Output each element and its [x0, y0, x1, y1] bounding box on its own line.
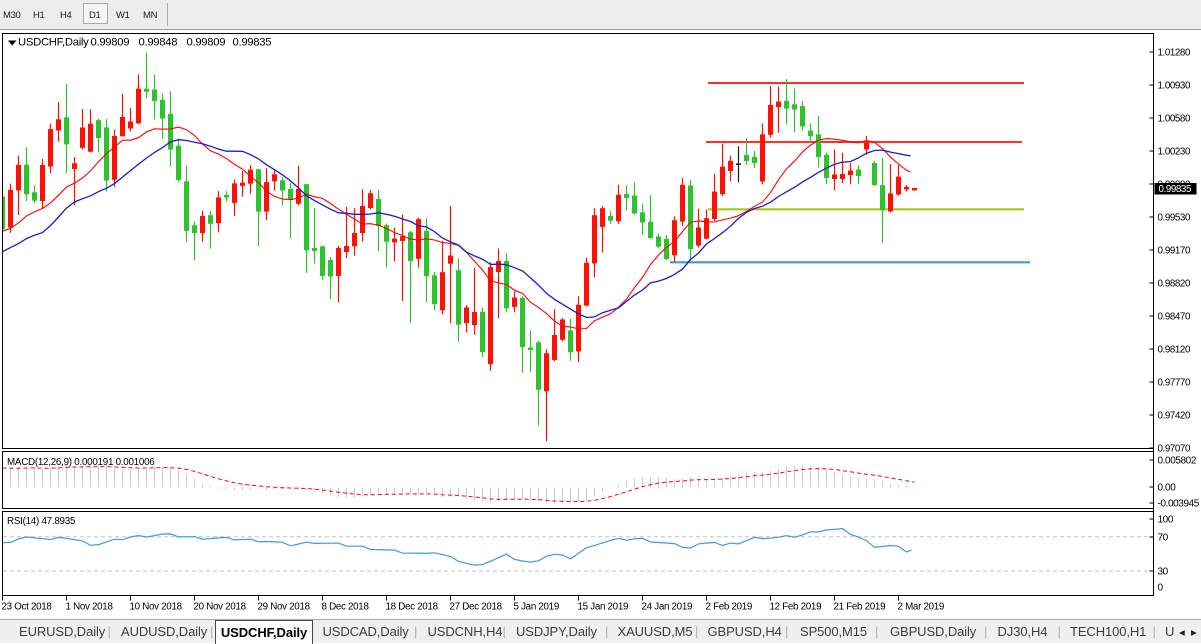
- svg-text:24 Jan 2019: 24 Jan 2019: [642, 602, 693, 613]
- svg-text:18 Dec 2018: 18 Dec 2018: [386, 602, 439, 613]
- svg-text:20 Nov 2018: 20 Nov 2018: [194, 602, 247, 613]
- svg-text:29 Nov 2018: 29 Nov 2018: [258, 602, 311, 613]
- svg-text:100: 100: [1158, 515, 1174, 526]
- svg-text:0.99809: 0.99809: [187, 37, 226, 49]
- svg-text:USDCHF,Daily: USDCHF,Daily: [18, 37, 89, 49]
- svg-text:1.00580: 1.00580: [1158, 114, 1191, 125]
- svg-text:0.99835: 0.99835: [1159, 184, 1192, 195]
- svg-text:0.97770: 0.97770: [1158, 378, 1191, 389]
- svg-text:2 Feb 2019: 2 Feb 2019: [706, 602, 753, 613]
- svg-text:0.00: 0.00: [1158, 483, 1177, 494]
- svg-text:0.98820: 0.98820: [1158, 279, 1191, 290]
- svg-text:1.00930: 1.00930: [1158, 81, 1191, 92]
- svg-text:10 Nov 2018: 10 Nov 2018: [130, 602, 183, 613]
- svg-text:70: 70: [1158, 533, 1169, 544]
- svg-text:2 Mar 2019: 2 Mar 2019: [898, 602, 945, 613]
- svg-text:15 Jan 2019: 15 Jan 2019: [578, 602, 629, 613]
- svg-text:30: 30: [1158, 567, 1169, 578]
- svg-text:1.01280: 1.01280: [1158, 48, 1191, 59]
- svg-text:21 Feb 2019: 21 Feb 2019: [834, 602, 886, 613]
- svg-text:0.005802: 0.005802: [1158, 456, 1197, 467]
- svg-text:0.97420: 0.97420: [1158, 411, 1191, 422]
- svg-text:-0.003945: -0.003945: [1158, 499, 1200, 510]
- svg-text:8 Dec 2018: 8 Dec 2018: [322, 602, 370, 613]
- svg-text:1 Nov 2018: 1 Nov 2018: [66, 602, 114, 613]
- svg-text:0.98120: 0.98120: [1158, 345, 1191, 356]
- svg-text:0.99530: 0.99530: [1158, 213, 1191, 224]
- svg-text:1.00230: 1.00230: [1158, 147, 1191, 158]
- svg-text:0.99835: 0.99835: [233, 37, 272, 49]
- svg-text:27 Dec 2018: 27 Dec 2018: [450, 602, 503, 613]
- svg-text:23 Oct 2018: 23 Oct 2018: [2, 602, 53, 613]
- svg-text:0.98470: 0.98470: [1158, 312, 1191, 323]
- svg-text:MACD(12,26,9) 0.000191 0.00100: MACD(12,26,9) 0.000191 0.001006: [7, 457, 155, 468]
- svg-text:5 Jan 2019: 5 Jan 2019: [514, 602, 559, 613]
- svg-text:0.99848: 0.99848: [139, 37, 178, 49]
- svg-text:RSI(14) 47.8935: RSI(14) 47.8935: [7, 516, 76, 527]
- svg-text:0.99809: 0.99809: [91, 37, 130, 49]
- svg-text:0.97070: 0.97070: [1158, 444, 1191, 455]
- svg-text:0.99170: 0.99170: [1158, 246, 1191, 257]
- svg-text:0: 0: [1158, 583, 1164, 594]
- svg-text:12 Feb 2019: 12 Feb 2019: [770, 602, 822, 613]
